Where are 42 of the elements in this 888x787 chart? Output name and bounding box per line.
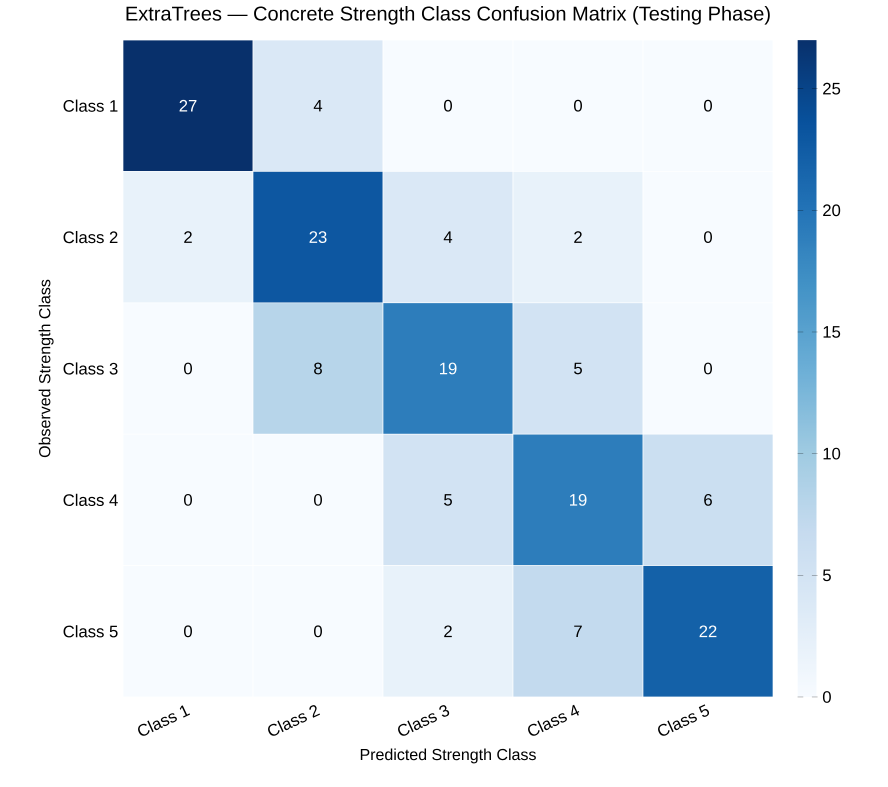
data-label: 0 (184, 625, 192, 638)
data-label: 0 (444, 100, 452, 112)
y-tick-label: Class 2 (64, 230, 118, 244)
data-label: 4 (444, 231, 452, 243)
data-label: 4 (314, 100, 322, 112)
data-label: 8 (314, 362, 322, 374)
data-label: 0 (704, 100, 712, 112)
data-label: 0 (314, 494, 322, 506)
data-label: 0 (314, 625, 322, 638)
data-label: 0 (704, 231, 712, 243)
color-bar-label: 20 (823, 204, 840, 216)
data-label: 0 (184, 494, 192, 506)
x-axis-title: Predicted Strength Class (360, 748, 536, 764)
x-tick-label: Class 1 (138, 705, 190, 736)
data-label: 22 (700, 625, 716, 638)
data-label: 19 (440, 362, 456, 374)
data-label: 0 (184, 362, 192, 374)
color-bar-label: 25 (823, 82, 840, 95)
data-label: 6 (704, 494, 712, 506)
data-label: 0 (574, 100, 582, 112)
data-label: 2 (574, 231, 582, 243)
color-bar-label: 10 (824, 448, 840, 460)
data-label: 5 (574, 362, 582, 374)
data-label: 7 (574, 626, 582, 638)
y-tick-label: Class 3 (64, 362, 118, 375)
chart-title: ExtraTrees — Concrete Strength Class Confusion Matrix (Testing Phase) (126, 6, 770, 25)
x-tick-label: Class 3 (398, 705, 450, 736)
y-tick-label: Class 5 (64, 625, 118, 638)
data-label: 27 (180, 100, 196, 112)
data-label: 2 (184, 231, 192, 243)
color-bar-label: 0 (822, 691, 831, 703)
data-label: 5 (444, 494, 452, 506)
y-axis-title: Observed Strength Class (38, 280, 54, 458)
x-tick-label: Class 4 (528, 704, 580, 736)
y-tick-label: Class 4 (64, 494, 118, 506)
color-bar-label: 5 (822, 570, 831, 582)
color-bar-label: 15 (824, 326, 840, 338)
x-tick-label: Class 2 (268, 705, 320, 736)
data-label: 23 (310, 231, 327, 243)
data-label: 19 (570, 494, 586, 506)
x-tick-label: Class 5 (658, 704, 710, 736)
y-tick-label: Class 1 (64, 100, 118, 112)
